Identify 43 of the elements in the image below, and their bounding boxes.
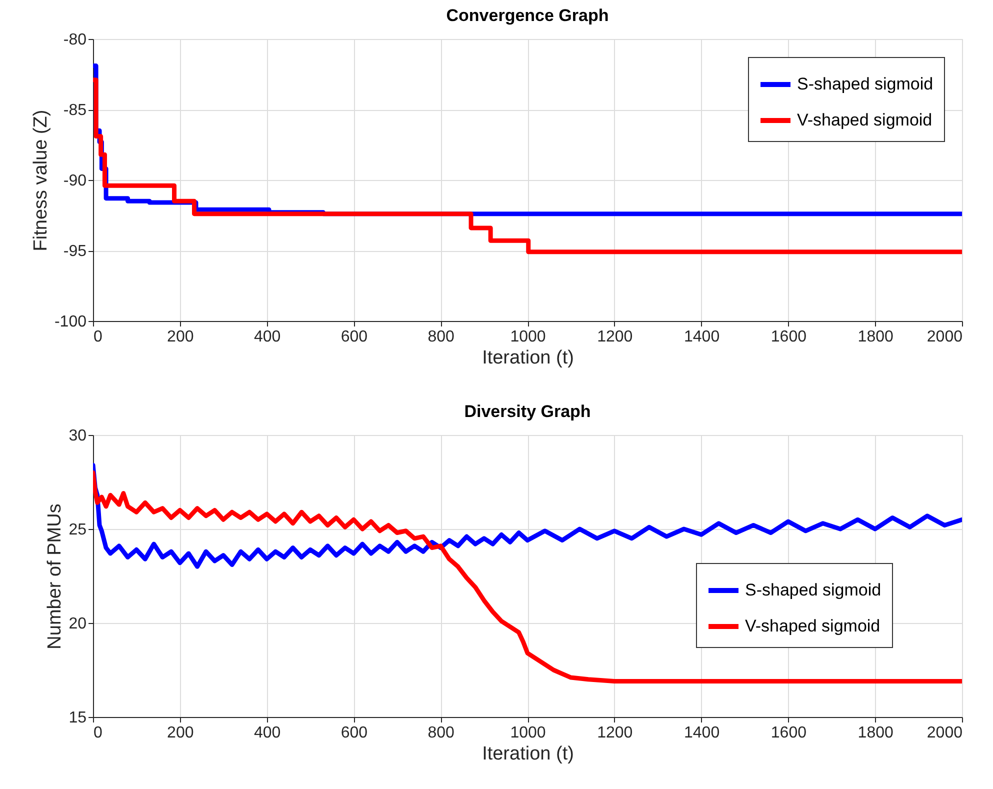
x-tick-label: 1000 [510,328,546,346]
y-tick-label: -85 [63,102,87,119]
y-axis-title: Fitness value (Z) [30,110,52,252]
x-tick-label: 1800 [858,724,894,742]
x-tick-label: 600 [340,328,368,346]
x-tick-label: 400 [254,724,281,742]
y-tick-label: -80 [63,32,87,48]
x-tick-label: 1200 [597,724,633,742]
y-tick-label: 25 [68,522,87,538]
x-tick-label: 2000 [926,724,963,742]
x-tick-label: 1600 [770,724,807,742]
x-axis-title: Iteration (t) [482,348,574,368]
legend-label: S-shaped sigmoid [797,74,934,94]
x-tick-label: 800 [428,724,455,742]
line-series [93,462,962,569]
x-tick-label: 200 [167,724,194,742]
chart-title: Diversity Graph [464,402,591,421]
y-tick-label: 30 [68,428,87,444]
x-tick-label: 1400 [684,328,720,346]
x-tick-label: 1000 [510,724,546,742]
x-tick-label: 200 [167,328,194,346]
y-tick-label: 20 [68,616,87,632]
x-tick-label: 0 [94,328,102,346]
y-axis-title: Number of PMUs [44,504,66,650]
x-tick-label: 0 [94,724,102,742]
x-tick-label: 1800 [858,328,894,346]
x-tick-label: 1200 [597,328,633,346]
x-tick-label: 800 [428,328,455,346]
x-tick-label: 1400 [684,724,720,742]
y-tick-label: -90 [63,172,87,190]
legend-label: V-shaped sigmoid [745,616,880,636]
x-tick-label: 400 [254,328,281,346]
x-tick-label: 2000 [926,328,963,346]
x-axis-title: Iteration (t) [482,744,574,764]
line-series [93,470,962,684]
x-tick-label: 600 [340,724,368,742]
y-tick-label: -95 [63,243,87,260]
legend-label: S-shaped sigmoid [745,580,882,600]
chart-title: Convergence Graph [446,6,609,25]
y-tick-label: -100 [54,314,87,330]
legend-label: V-shaped sigmoid [797,110,932,130]
x-tick-label: 1600 [770,328,807,346]
y-tick-label: 15 [68,710,87,726]
